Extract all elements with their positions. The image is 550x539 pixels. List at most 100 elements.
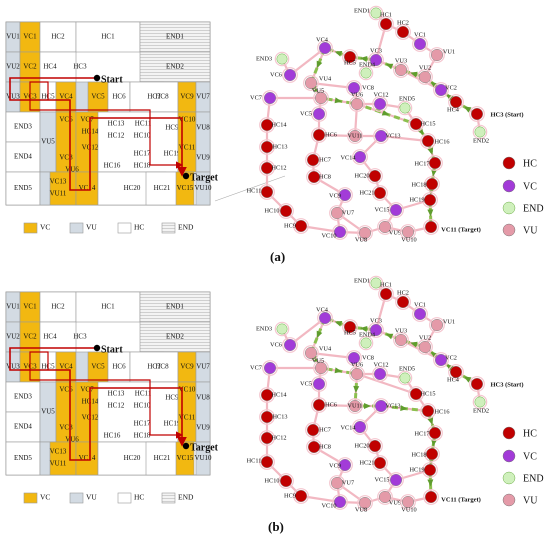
node-halo-HC4 (448, 364, 464, 380)
node-label-hc8: HC8 (319, 443, 331, 450)
node-label-vc3: VC3 (370, 317, 382, 324)
path-arrow (334, 367, 342, 374)
node-label-vc11: VC11 (Target) (441, 496, 481, 503)
cell-vc8-label: VC8 (59, 154, 73, 162)
node-halo-HC12 (259, 430, 275, 446)
cell-vc9-label: VC9 (180, 363, 194, 371)
node-hc8 (307, 440, 321, 454)
node-halo-VU1 (429, 47, 445, 63)
node-halo-VC5 (311, 376, 327, 392)
cell-vc11-label: VC11 (179, 414, 196, 422)
node-label-hc9: HC9 (284, 222, 296, 229)
node-halo-VU10 (400, 494, 416, 510)
node-vu8 (358, 496, 372, 510)
cell-end5-label: END5 (14, 184, 32, 192)
cell-hc1 (75, 291, 141, 323)
node-label-vu10: VU10 (401, 506, 416, 513)
node-label-hc21: HC21 (359, 459, 374, 466)
node-hc3 (470, 377, 484, 391)
cell-hc6-label: HC6 (112, 363, 126, 371)
node-label-vu4: VU4 (319, 75, 332, 82)
node-end2 (474, 396, 486, 408)
node-vc12 (373, 97, 387, 111)
node-label-hc13: HC13 (272, 413, 287, 420)
node-halo-END2 (472, 124, 488, 140)
cell-vu7-label: VU7 (196, 93, 210, 101)
start-label: Start (101, 74, 123, 85)
node-label-vu3: VU3 (395, 57, 407, 64)
cell-hc2-label: HC2 (51, 303, 65, 311)
node-vu10 (401, 495, 415, 509)
map-legend-label-vu: VU (86, 493, 97, 502)
cell-end2-label: END2 (166, 333, 184, 341)
cell-vc2-label: VC2 (23, 333, 37, 341)
node-label-vc9: VC9 (329, 192, 341, 199)
node-halo-HC9 (293, 218, 309, 234)
node-halo-HC14 (259, 117, 275, 133)
cell-hc7 (129, 81, 179, 113)
cell-hc8-label: HC8 (155, 363, 169, 371)
node-label-vc12: VC12 (373, 361, 388, 368)
target-marker (182, 442, 190, 450)
node-label-vc8: VC8 (362, 354, 374, 361)
node-label-vu3: VU3 (395, 327, 407, 334)
node-label-vc10: VC10 (321, 502, 336, 509)
cell-hc17-label: HC17 (134, 420, 151, 428)
node-halo-HC15 (408, 116, 424, 132)
node-label-end2: END2 (473, 407, 489, 414)
node-vu7 (330, 476, 344, 490)
node-halo-END1 (368, 275, 384, 291)
node-halo-END4 (358, 335, 374, 351)
node-label-hc21: HC21 (359, 189, 374, 196)
caption-b: (b) (268, 519, 284, 534)
path-arrow (334, 51, 343, 57)
node-label-vu2: VU2 (419, 334, 431, 341)
node-halo-HC3 (469, 376, 485, 392)
path-arrow (400, 405, 408, 412)
node-halo-VC14 (352, 419, 368, 435)
node-hc17 (428, 156, 442, 170)
cell-vc1-label: VC1 (23, 33, 37, 41)
graph-legend-vu-icon (502, 223, 516, 237)
graph-legend-end-label: END (523, 203, 544, 214)
node-label-hc3: HC3 (Start) (490, 381, 523, 388)
edge-HC9-VC10 (300, 224, 341, 234)
node-halo-HC8 (306, 439, 322, 455)
node-label-end1: END1 (354, 7, 370, 14)
node-end5 (399, 102, 411, 114)
cell-hc4-label: HC4 (43, 333, 57, 341)
node-halo-VU9 (377, 219, 393, 235)
caption-a: (a) (270, 249, 286, 264)
target-label: Target (190, 172, 219, 183)
node-halo-HC7 (305, 422, 321, 438)
node-end2 (474, 126, 486, 138)
node-vc14 (353, 420, 367, 434)
cell-hc7-label: HC7 (147, 93, 161, 101)
node-halo-HC7 (305, 152, 321, 168)
node-label-vu5: VU5 (312, 87, 324, 94)
node-vc15 (389, 203, 403, 217)
node-hc4 (449, 95, 463, 109)
node-halo-VC11 (423, 489, 439, 505)
node-halo-HC18 (424, 446, 440, 462)
path-arrow (334, 321, 343, 327)
node-vc10 (333, 225, 347, 239)
cell-hc20-label: HC20 (124, 454, 141, 462)
node-halo-HC16 (420, 133, 436, 149)
graph-legend-end-icon (502, 471, 516, 485)
node-label-hc1: HC1 (380, 281, 392, 288)
node-hc7 (306, 423, 320, 437)
path-arrow (430, 351, 438, 359)
node-label-vc7: VC7 (250, 364, 262, 371)
node-halo-VC5 (311, 106, 327, 122)
node-vc4 (318, 311, 332, 325)
target-marker (182, 172, 190, 180)
node-halo-VC10 (332, 224, 348, 240)
cell-hc12-label: HC12 (108, 132, 125, 140)
node-vc14 (353, 150, 367, 164)
node-halo-VC2 (433, 352, 449, 368)
node-vc11 (424, 220, 438, 234)
node-halo-VC3 (368, 52, 384, 68)
